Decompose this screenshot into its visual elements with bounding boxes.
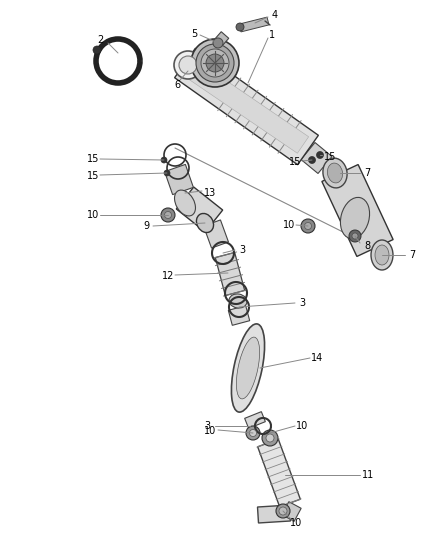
Circle shape: [276, 504, 290, 518]
Ellipse shape: [371, 240, 393, 270]
Text: 14: 14: [311, 353, 323, 363]
Ellipse shape: [201, 49, 229, 77]
Text: 10: 10: [283, 220, 295, 230]
Polygon shape: [215, 253, 245, 295]
Ellipse shape: [196, 44, 234, 82]
Circle shape: [308, 157, 315, 164]
Polygon shape: [165, 164, 194, 195]
Ellipse shape: [179, 56, 197, 74]
Circle shape: [250, 430, 257, 437]
Ellipse shape: [375, 245, 389, 265]
Polygon shape: [204, 220, 229, 248]
Polygon shape: [322, 165, 393, 256]
Ellipse shape: [231, 324, 265, 412]
Text: 10: 10: [290, 518, 302, 528]
Text: 3: 3: [204, 421, 210, 431]
Ellipse shape: [229, 294, 247, 308]
Ellipse shape: [340, 197, 370, 239]
Circle shape: [161, 208, 175, 222]
Text: 7: 7: [409, 250, 415, 260]
Circle shape: [317, 151, 324, 158]
Polygon shape: [282, 502, 301, 521]
Text: 1: 1: [269, 30, 275, 40]
Text: 7: 7: [364, 168, 370, 178]
Circle shape: [279, 507, 287, 515]
Ellipse shape: [237, 337, 260, 399]
Circle shape: [213, 38, 223, 48]
Text: 2: 2: [97, 35, 103, 45]
Ellipse shape: [206, 54, 224, 72]
Text: 12: 12: [162, 271, 174, 281]
Circle shape: [301, 219, 315, 233]
Polygon shape: [214, 31, 229, 46]
Polygon shape: [184, 60, 309, 154]
Text: 5: 5: [191, 29, 197, 39]
Polygon shape: [258, 439, 300, 507]
Polygon shape: [239, 17, 269, 32]
Ellipse shape: [197, 213, 214, 232]
Text: 3: 3: [239, 245, 245, 255]
Ellipse shape: [191, 39, 239, 87]
Circle shape: [304, 222, 311, 230]
Circle shape: [266, 434, 274, 442]
Text: 15: 15: [87, 171, 99, 181]
Text: 15: 15: [324, 152, 336, 162]
Circle shape: [161, 157, 167, 163]
Text: 6: 6: [174, 80, 180, 90]
Text: 9: 9: [143, 221, 149, 231]
Text: 11: 11: [362, 470, 374, 480]
Polygon shape: [258, 505, 290, 523]
Circle shape: [165, 212, 172, 219]
Text: 15: 15: [289, 157, 301, 167]
Polygon shape: [301, 142, 332, 173]
Text: 8: 8: [364, 241, 370, 251]
Ellipse shape: [328, 163, 343, 183]
Text: 3: 3: [299, 298, 305, 308]
Text: 13: 13: [204, 188, 216, 198]
Polygon shape: [228, 306, 250, 325]
Ellipse shape: [174, 190, 195, 216]
Circle shape: [352, 233, 358, 239]
Polygon shape: [175, 49, 318, 165]
Text: 10: 10: [87, 210, 99, 220]
Polygon shape: [245, 411, 265, 429]
Circle shape: [262, 430, 278, 446]
Text: 4: 4: [272, 10, 278, 20]
Circle shape: [246, 426, 260, 440]
Circle shape: [236, 23, 244, 31]
Circle shape: [93, 46, 101, 54]
Circle shape: [349, 230, 361, 242]
Circle shape: [164, 170, 170, 176]
Ellipse shape: [174, 51, 202, 79]
Text: 10: 10: [296, 421, 308, 431]
Ellipse shape: [323, 158, 347, 188]
Text: 10: 10: [204, 426, 216, 436]
Polygon shape: [177, 187, 223, 232]
Text: 15: 15: [87, 154, 99, 164]
